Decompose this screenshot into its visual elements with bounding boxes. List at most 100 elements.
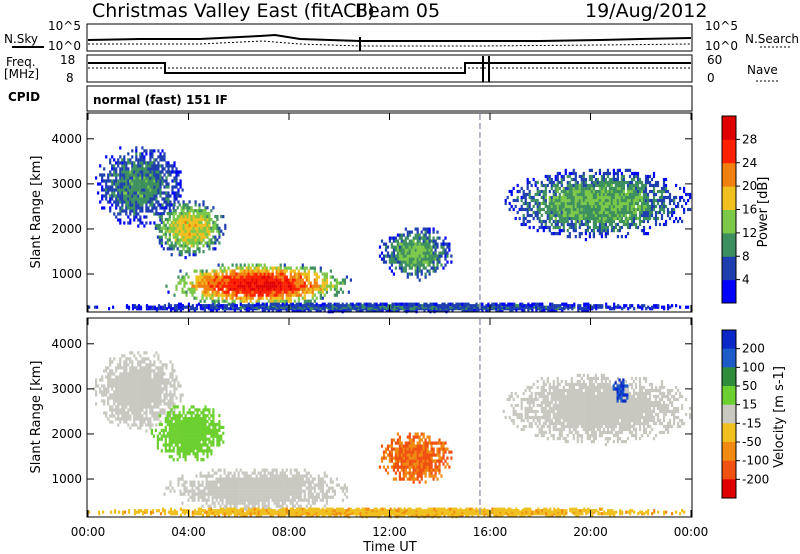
echo-cell bbox=[572, 216, 575, 221]
echo-cell bbox=[535, 302, 538, 306]
echo-cell bbox=[129, 209, 132, 213]
echo-cell bbox=[180, 238, 183, 242]
echo-cell bbox=[137, 375, 140, 379]
echo-cell bbox=[139, 381, 142, 385]
echo-cell bbox=[638, 204, 642, 209]
echo-cell bbox=[107, 179, 110, 183]
echo-cell bbox=[174, 437, 177, 441]
echo-cell bbox=[424, 236, 427, 240]
echo-cell bbox=[186, 215, 189, 219]
echo-cell bbox=[159, 366, 162, 370]
echo-cell bbox=[329, 281, 332, 285]
echo-cell bbox=[199, 304, 202, 308]
echo-cell bbox=[281, 272, 284, 276]
echo-cell bbox=[115, 182, 118, 186]
echo-cell bbox=[182, 223, 185, 227]
echo-cell bbox=[109, 357, 112, 361]
echo-cell bbox=[135, 405, 138, 409]
echo-cell bbox=[141, 185, 144, 189]
echo-cell bbox=[211, 296, 214, 300]
echo-cell bbox=[199, 272, 202, 276]
echo-cell bbox=[95, 176, 98, 180]
echo-cell bbox=[578, 204, 581, 209]
echo-cell bbox=[303, 287, 306, 291]
echo-cell bbox=[295, 290, 298, 294]
echo-cell bbox=[217, 275, 220, 279]
echo-cell bbox=[225, 284, 228, 288]
echo-cell bbox=[640, 201, 644, 206]
echo-cell bbox=[548, 198, 551, 203]
echo-cell bbox=[179, 281, 182, 285]
echo-cell bbox=[155, 209, 158, 213]
echo-cell bbox=[163, 378, 166, 382]
echo-cell bbox=[149, 405, 152, 409]
echo-cell bbox=[638, 192, 642, 197]
echo-cell bbox=[528, 195, 531, 200]
echo-cell bbox=[137, 384, 140, 388]
echo-cell bbox=[444, 248, 447, 252]
echo-cell bbox=[404, 263, 407, 267]
echo-cell bbox=[241, 275, 244, 279]
echo-cell bbox=[165, 197, 168, 201]
echo-cell bbox=[426, 236, 429, 240]
echo-cell bbox=[642, 183, 646, 188]
echo-cell bbox=[151, 387, 154, 391]
echo-cell bbox=[127, 387, 130, 391]
echo-cell bbox=[598, 207, 601, 212]
echo-cell bbox=[267, 275, 270, 279]
echo-cell bbox=[485, 304, 488, 308]
echo-cell bbox=[119, 212, 122, 216]
echo-cell bbox=[402, 239, 405, 243]
echo-cell bbox=[161, 191, 164, 195]
echo-cell bbox=[141, 414, 144, 418]
echo-cell bbox=[162, 431, 165, 435]
echo-cell bbox=[117, 188, 120, 192]
echo-cell bbox=[194, 223, 197, 227]
echo-cell bbox=[562, 204, 565, 209]
echo-cell bbox=[642, 225, 646, 230]
echo-cell bbox=[133, 203, 136, 207]
echo-cell bbox=[133, 161, 136, 165]
echo-cell bbox=[173, 170, 176, 174]
echo-cell bbox=[279, 263, 282, 267]
echo-cell bbox=[309, 287, 312, 291]
echo-cell bbox=[586, 198, 589, 203]
echo-cell bbox=[145, 357, 148, 361]
echo-cell bbox=[113, 393, 116, 397]
echo-cell bbox=[205, 269, 208, 273]
echo-cell bbox=[277, 272, 280, 276]
echo-cell bbox=[578, 213, 581, 218]
echo-cell bbox=[115, 381, 118, 385]
echo-cell bbox=[657, 304, 660, 308]
echo-cell bbox=[388, 239, 391, 243]
echo-cell bbox=[157, 414, 160, 418]
echo-cell bbox=[428, 260, 431, 264]
echo-cell bbox=[172, 425, 175, 429]
echo-cell bbox=[237, 266, 240, 270]
echo-cell bbox=[554, 198, 557, 203]
echo-cell bbox=[626, 180, 630, 185]
echo-cell bbox=[660, 201, 664, 206]
echo-cell bbox=[237, 278, 240, 282]
echo-cell bbox=[550, 232, 553, 236]
echo-cell bbox=[185, 293, 188, 297]
echo-cell bbox=[445, 304, 448, 308]
echo-cell bbox=[141, 206, 144, 210]
echo-cell bbox=[544, 183, 547, 188]
echo-cell bbox=[123, 176, 126, 180]
echo-cell bbox=[182, 428, 185, 432]
echo-cell bbox=[620, 225, 623, 230]
echo-cell bbox=[582, 186, 585, 191]
echo-cell bbox=[145, 393, 148, 397]
echo-cell bbox=[182, 217, 185, 222]
echo-cell bbox=[648, 183, 652, 188]
echo-cell bbox=[117, 390, 120, 394]
echo-cell bbox=[329, 269, 332, 273]
echo-cell bbox=[119, 182, 122, 186]
echo-cell bbox=[560, 213, 563, 218]
echo-cell bbox=[173, 393, 176, 397]
echo-cell bbox=[143, 176, 146, 180]
echo-cell bbox=[157, 173, 160, 177]
echo-cell bbox=[321, 281, 324, 285]
echo-cell bbox=[566, 213, 569, 218]
